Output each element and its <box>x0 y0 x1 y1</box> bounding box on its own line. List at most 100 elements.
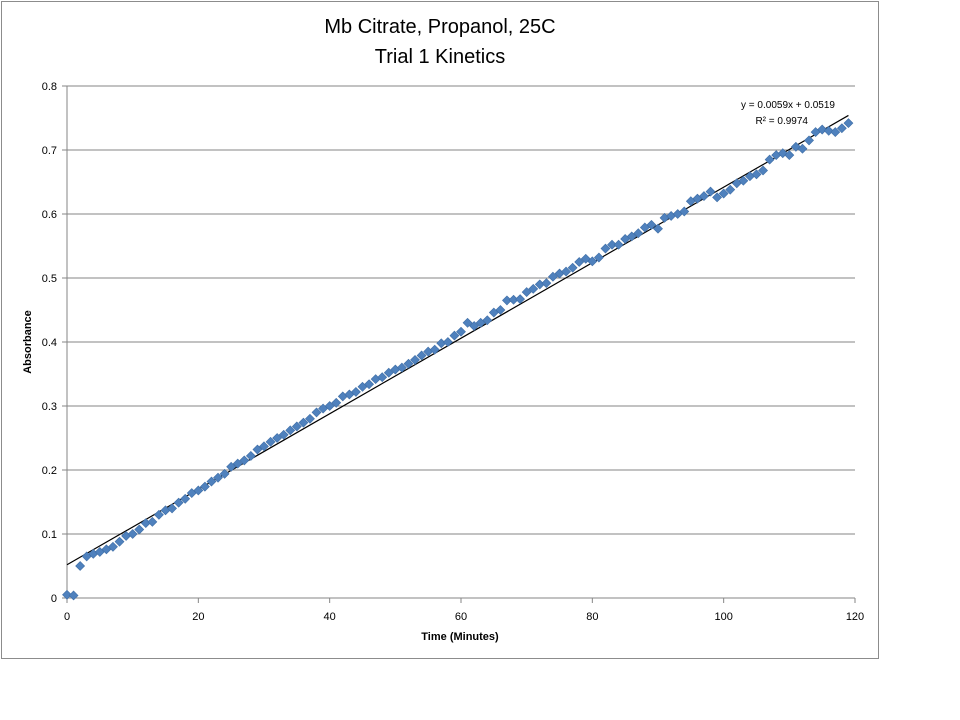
data-point <box>495 305 506 315</box>
data-point <box>410 354 420 365</box>
data-point <box>429 344 440 355</box>
data-point <box>239 455 250 466</box>
data-point <box>278 429 289 440</box>
data-point <box>613 239 624 250</box>
axes <box>62 85 856 603</box>
trendline-r-squared: R² = 0.9974 <box>755 116 808 127</box>
data-point <box>633 228 644 239</box>
data-point <box>154 509 164 520</box>
data-point <box>751 169 762 180</box>
y-tick-label: 0 <box>51 593 57 605</box>
data-point <box>331 397 342 408</box>
data-point <box>705 186 716 197</box>
data-points <box>62 118 854 601</box>
data-point <box>364 379 374 390</box>
x-tick-label: 60 <box>455 611 467 623</box>
data-point <box>456 326 466 337</box>
data-point <box>764 154 775 165</box>
data-point <box>272 433 283 443</box>
data-point <box>324 401 335 411</box>
data-point <box>68 590 79 601</box>
data-point <box>600 243 611 254</box>
data-point <box>396 362 407 373</box>
data-point <box>574 257 585 267</box>
data-point <box>567 262 578 273</box>
data-point <box>823 125 834 136</box>
data-point <box>784 150 795 161</box>
data-point <box>679 206 690 217</box>
data-point <box>167 503 177 514</box>
data-point <box>442 337 453 347</box>
data-point <box>285 425 296 436</box>
data-point <box>817 124 828 135</box>
chart-title-line-1: Mb Citrate, Propanol, 25C <box>324 16 555 38</box>
gridlines <box>67 85 855 535</box>
data-point <box>226 461 237 472</box>
data-point <box>653 223 663 234</box>
x-axis-label: Time (Minutes) <box>421 631 499 643</box>
x-tick-label: 100 <box>714 611 732 623</box>
data-point <box>291 421 302 432</box>
data-point <box>521 287 532 298</box>
data-point <box>134 524 145 535</box>
data-point <box>646 219 657 230</box>
data-point <box>108 541 118 552</box>
data-point <box>718 188 729 199</box>
data-point <box>199 481 210 492</box>
data-point <box>75 561 86 571</box>
x-tick-label: 20 <box>192 611 204 623</box>
data-point <box>383 367 394 378</box>
data-point <box>607 239 617 250</box>
data-point <box>114 536 125 547</box>
data-point <box>830 127 841 138</box>
data-point <box>180 493 191 504</box>
data-point <box>712 192 723 203</box>
data-point <box>245 450 256 461</box>
data-point <box>725 184 736 195</box>
data-point <box>127 529 138 539</box>
x-tick-label: 80 <box>586 611 598 623</box>
x-tick-label: 0 <box>64 611 70 623</box>
data-point <box>482 315 493 326</box>
data-point <box>232 458 243 469</box>
data-point <box>469 321 480 331</box>
y-tick-label: 0.8 <box>42 81 57 93</box>
data-point <box>305 413 315 424</box>
chart-title-line-2: Trial 1 Kinetics <box>375 46 505 68</box>
data-point <box>797 143 808 154</box>
data-point <box>403 358 414 369</box>
y-tick-label: 0.6 <box>42 209 57 221</box>
tick-labels: 0 0.1 0.2 0.3 0.4 0.5 0.6 0.7 0.8 0 20 40 60 80 100 120 <box>42 81 864 623</box>
data-point <box>561 266 571 277</box>
data-point <box>265 436 276 447</box>
data-point <box>173 497 184 508</box>
y-tick-label: 0.5 <box>42 273 57 285</box>
data-point <box>416 350 427 361</box>
data-point <box>836 123 847 134</box>
trendline-equation: y = 0.0059x + 0.0519 <box>741 100 835 111</box>
data-point <box>528 283 539 294</box>
data-point <box>259 441 269 452</box>
y-tick-label: 0.7 <box>42 145 57 157</box>
y-tick-label: 0.2 <box>42 465 57 477</box>
data-point <box>593 252 604 263</box>
data-point <box>62 589 72 600</box>
data-point <box>377 372 388 383</box>
y-tick-label: 0.3 <box>42 401 57 413</box>
data-point <box>147 516 158 527</box>
y-tick-label: 0.1 <box>42 529 57 541</box>
data-point <box>213 472 223 483</box>
data-point <box>548 271 558 282</box>
x-tick-label: 40 <box>324 611 336 623</box>
data-point <box>804 135 814 146</box>
data-point <box>219 468 230 479</box>
data-point <box>699 191 709 202</box>
data-point <box>462 317 473 328</box>
chart-area <box>1 1 879 659</box>
data-point <box>206 476 217 487</box>
data-point <box>193 485 204 496</box>
data-point <box>541 278 552 289</box>
data-point <box>738 175 749 186</box>
data-point <box>843 118 854 129</box>
